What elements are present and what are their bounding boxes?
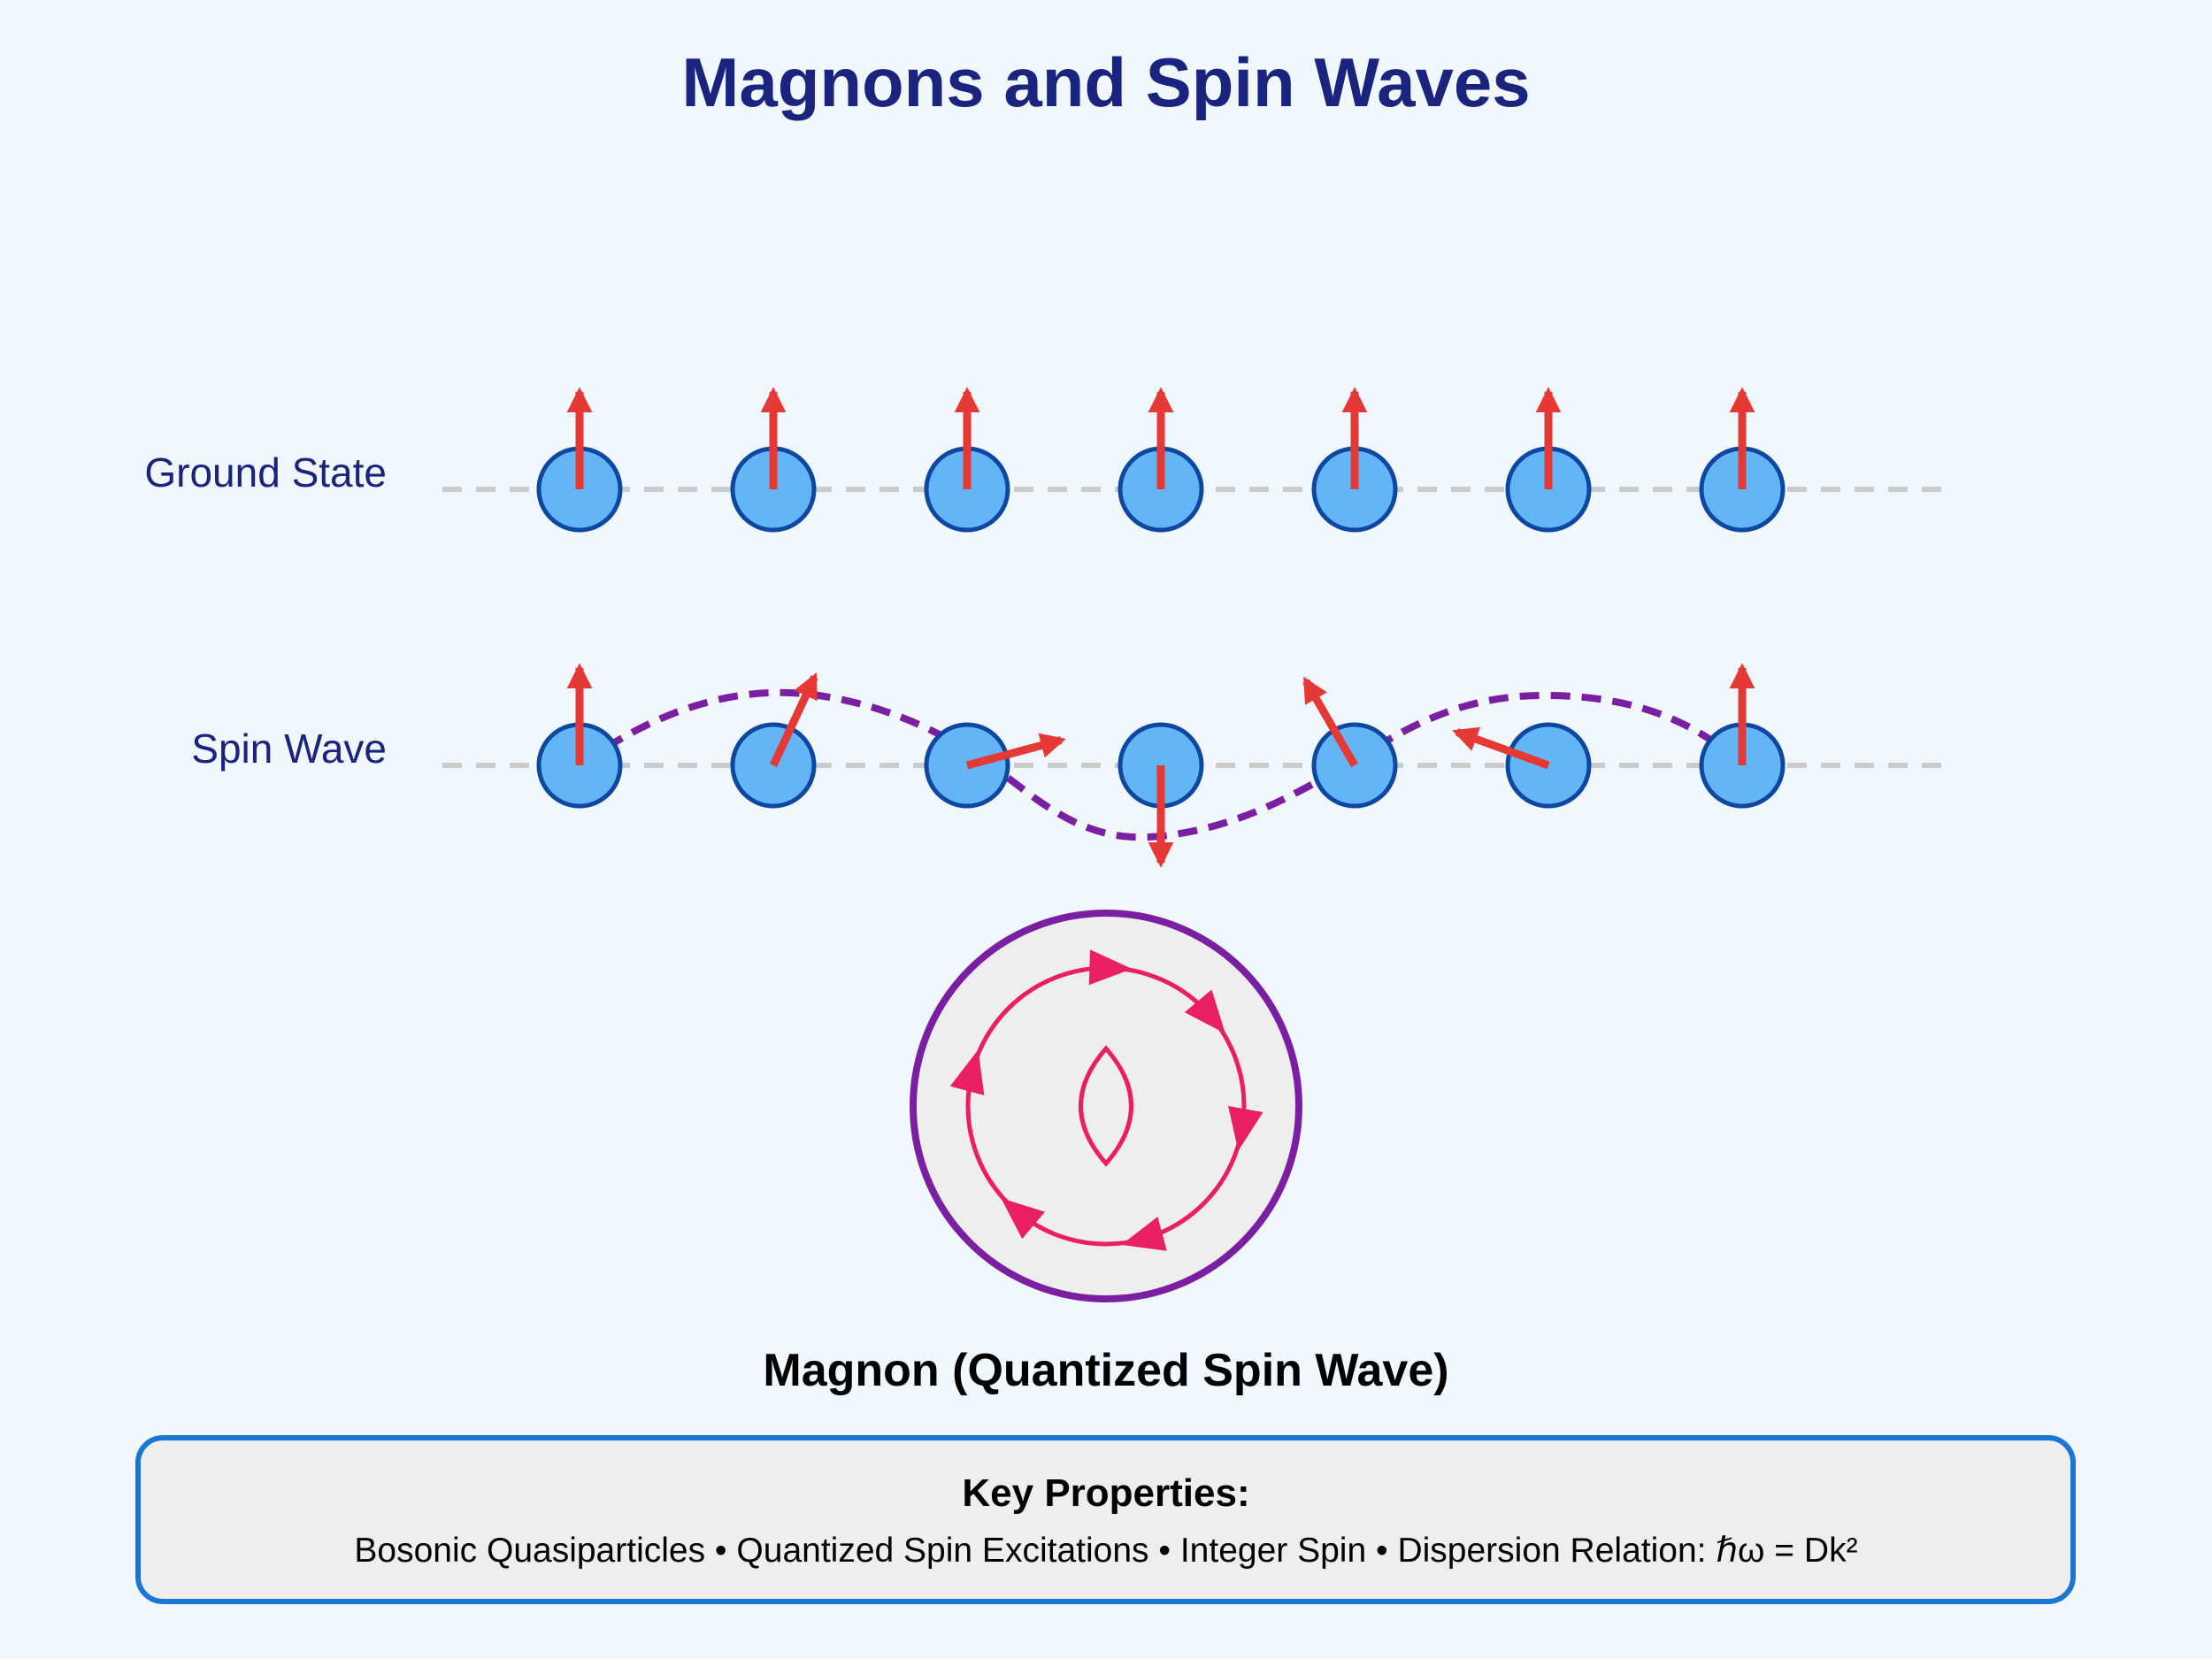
magnon-center-lens [1079,1045,1133,1167]
spin-wave-spin-arrow [1302,676,1358,768]
magnon-arrowhead [1184,989,1225,1034]
magnon-arrowhead [949,1049,985,1095]
magnon-caption: Magnon (Quantized Spin Wave) [763,1345,1448,1396]
magnon-precession-arrows [949,949,1263,1251]
magnon-arrowhead [1001,1198,1045,1240]
spin-wave-spin-arrow [1452,726,1550,770]
spin-wave-chain [536,663,1786,868]
magnon-arrowhead [1088,949,1133,986]
key-properties-heading: Key Properties: [962,1471,1249,1515]
ground-state-label: Ground State [144,449,387,495]
spin-wave-spin-arrow [965,733,1066,770]
page-title: Magnons and Spin Waves [681,43,1530,121]
ground-state-chain [536,387,1786,533]
key-properties-box [135,1435,2076,1604]
magnon-illustration [910,910,1302,1302]
magnon-arrowhead [1121,1217,1167,1251]
magnon-arrowhead [1228,1105,1263,1151]
key-properties-text: Bosonic Quasiparticles • Quantized Spin … [354,1532,1857,1570]
spin-wave-spin-arrow [769,672,818,767]
spin-wave-label: Spin Wave [191,726,387,772]
